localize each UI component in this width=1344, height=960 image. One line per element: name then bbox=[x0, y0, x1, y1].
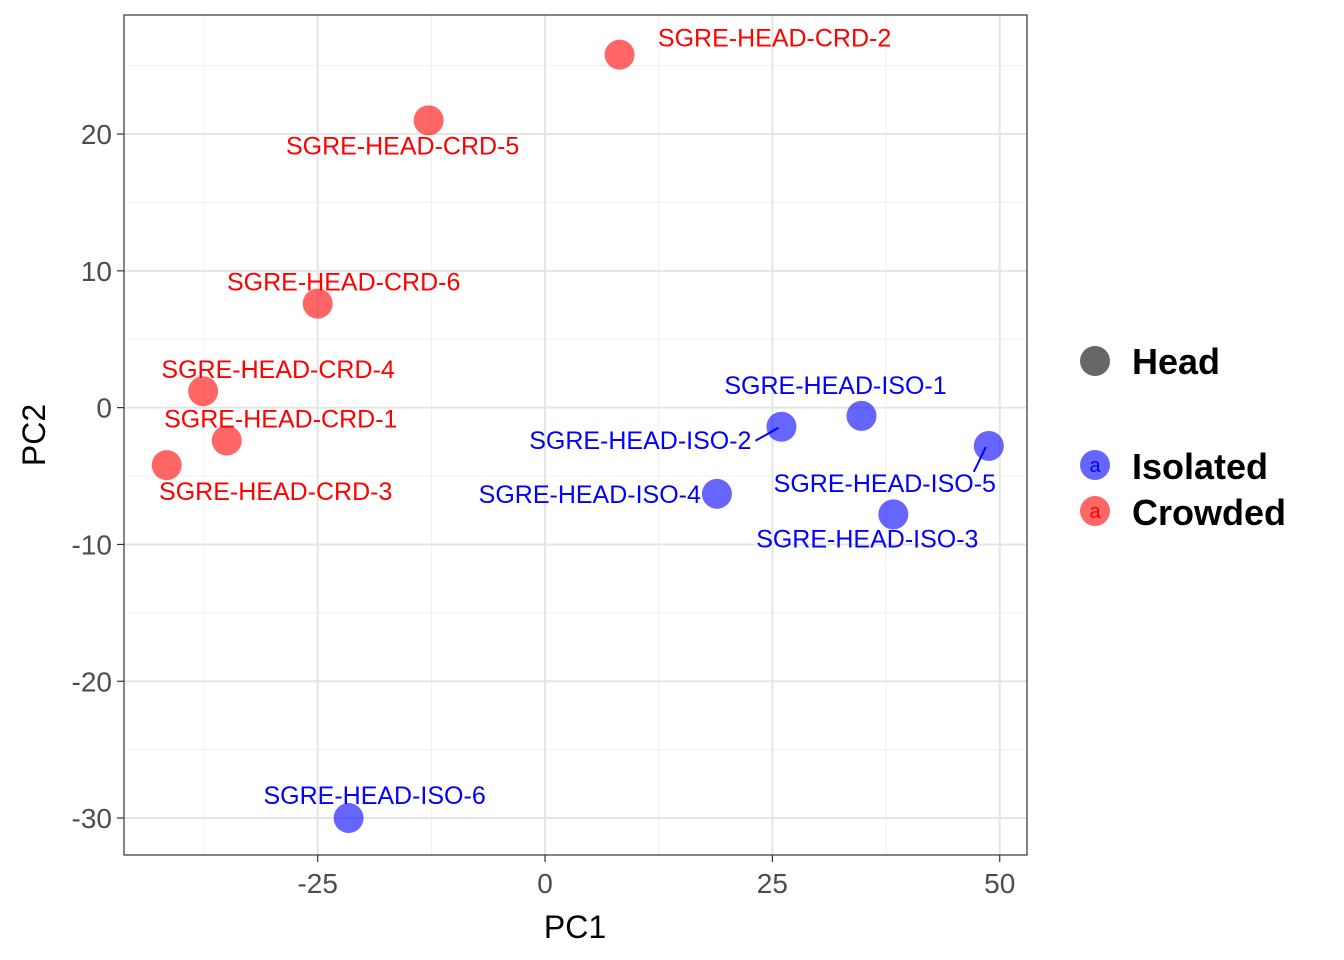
data-point bbox=[846, 400, 877, 431]
data-point bbox=[701, 478, 732, 509]
y-tick-label: -20 bbox=[72, 666, 112, 697]
data-point bbox=[333, 803, 364, 834]
y-tick-label: 20 bbox=[81, 119, 112, 150]
x-tick-label: 0 bbox=[537, 868, 553, 899]
x-tick-label: 50 bbox=[984, 868, 1015, 899]
data-point-label: SGRE-HEAD-CRD-5 bbox=[286, 132, 519, 160]
data-point-label: SGRE-HEAD-ISO-3 bbox=[756, 525, 978, 553]
y-tick-label: 10 bbox=[81, 256, 112, 287]
data-point-label: SGRE-HEAD-CRD-1 bbox=[164, 405, 397, 433]
y-tick-label: -10 bbox=[72, 529, 112, 560]
data-point bbox=[973, 430, 1004, 461]
minor-gridlines bbox=[124, 15, 1027, 855]
data-point-label: SGRE-HEAD-CRD-6 bbox=[227, 269, 460, 297]
y-axis-title: PC2 bbox=[16, 404, 52, 466]
data-point bbox=[302, 288, 333, 319]
data-point bbox=[766, 411, 797, 442]
legend-isolated-key bbox=[1080, 450, 1110, 480]
y-tick-label: -30 bbox=[72, 803, 112, 834]
x-tick-label: 25 bbox=[757, 868, 788, 899]
legend-crowded-label: Crowded bbox=[1132, 492, 1286, 533]
plot-panel-border bbox=[123, 14, 1028, 856]
data-point bbox=[878, 499, 909, 530]
data-point-labels: SGRE-HEAD-ISO-1 SGRE-HEAD-ISO-2 SGRE-HEAD-… bbox=[159, 25, 996, 810]
data-point-label: SGRE-HEAD-ISO-1 bbox=[724, 372, 946, 400]
data-point bbox=[604, 39, 635, 70]
x-tick-label: -25 bbox=[297, 868, 337, 899]
data-point-label: SGRE-HEAD-ISO-5 bbox=[774, 470, 996, 498]
y-axis-ticks: -30 -20 -10 0 10 20 bbox=[72, 119, 124, 834]
legend-shape-key bbox=[1080, 346, 1110, 376]
x-axis-ticks: -25 0 25 50 bbox=[297, 855, 1015, 899]
x-axis-title: PC1 bbox=[544, 909, 606, 945]
legend: Head a Isolated a Crowded bbox=[1080, 341, 1286, 533]
data-points bbox=[151, 39, 1004, 834]
data-point bbox=[151, 450, 182, 481]
data-point-label: SGRE-HEAD-ISO-4 bbox=[479, 481, 701, 509]
legend-crowded-key bbox=[1080, 496, 1110, 526]
data-point-label: SGRE-HEAD-CRD-3 bbox=[159, 478, 392, 506]
legend-crowded-key-text: a bbox=[1089, 501, 1101, 523]
data-point bbox=[211, 425, 242, 456]
legend-isolated-label: Isolated bbox=[1132, 446, 1268, 487]
data-point-label: SGRE-HEAD-ISO-2 bbox=[529, 427, 751, 455]
data-point-label: SGRE-HEAD-ISO-6 bbox=[263, 782, 485, 810]
legend-isolated-key-text: a bbox=[1089, 455, 1101, 477]
y-tick-label: 0 bbox=[96, 393, 112, 424]
data-point bbox=[413, 105, 444, 136]
legend-shape-label: Head bbox=[1132, 341, 1220, 382]
data-point-label: SGRE-HEAD-CRD-4 bbox=[161, 356, 394, 384]
data-point bbox=[188, 376, 219, 407]
data-point-label: SGRE-HEAD-CRD-2 bbox=[658, 25, 891, 53]
